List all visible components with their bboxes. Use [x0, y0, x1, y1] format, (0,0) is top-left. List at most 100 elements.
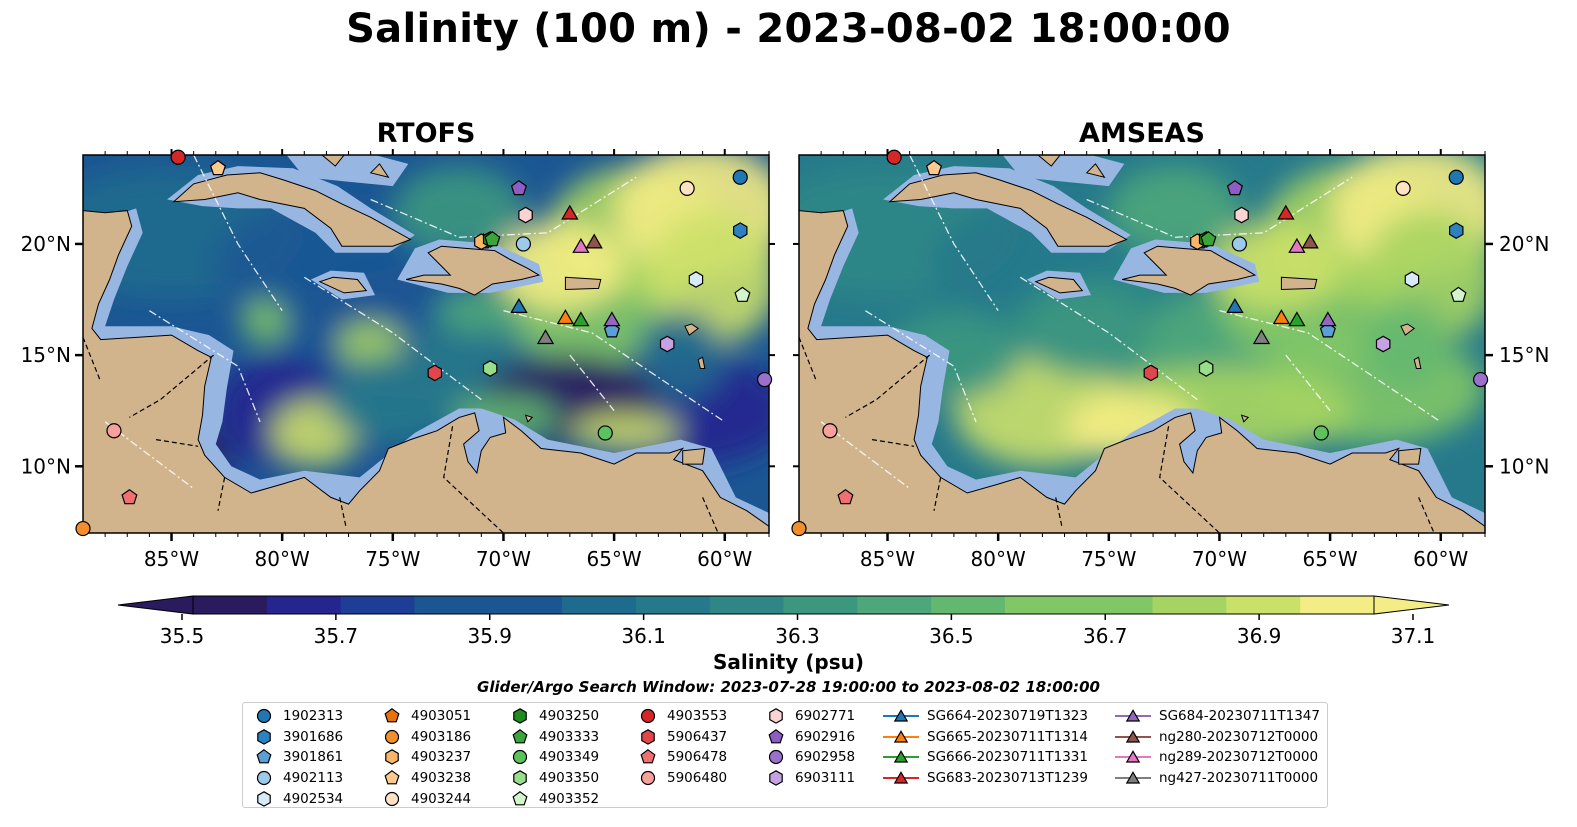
argo-marker-6902958[interactable] [756, 371, 773, 388]
glider-marker-ng280-20230712T0000[interactable] [585, 233, 603, 249]
argo-marker-4902113[interactable] [1231, 236, 1247, 252]
legend-item: 1902313 [253, 706, 343, 727]
argo-marker-5906480[interactable] [822, 423, 838, 439]
lon-tick-label: 75°W [365, 547, 420, 571]
triangle-marker-icon [1115, 729, 1151, 743]
argo-marker-4903333[interactable] [484, 231, 501, 247]
colorbar-tick-label: 37.1 [1390, 624, 1436, 648]
argo-marker-1902313[interactable] [732, 169, 748, 185]
circle-marker-icon [512, 750, 528, 765]
glider-marker-SG666-20230711T1331[interactable] [572, 311, 590, 327]
argo-marker-4903186[interactable] [791, 520, 807, 537]
pentagon-marker-icon [384, 770, 400, 785]
legend-item: 4903186 [381, 727, 471, 748]
argo-marker-5906478[interactable] [837, 488, 854, 505]
colorbar-tick-label: 36.7 [1082, 624, 1128, 648]
argo-marker-6902916[interactable] [1226, 179, 1244, 196]
glider-marker-ng289-20230712T0000[interactable] [1288, 237, 1306, 253]
circle-marker-icon [256, 770, 272, 786]
argo-marker-3901861[interactable] [1319, 322, 1336, 338]
glider-marker-SG683-20230713T1239[interactable] [561, 204, 579, 220]
argo-marker-4903238[interactable] [925, 159, 943, 176]
argo-marker-4903350[interactable] [482, 360, 498, 377]
argo-marker-4903238[interactable] [209, 159, 227, 176]
argo-marker-4903333[interactable] [1200, 231, 1217, 247]
argo-marker-4903553[interactable] [886, 149, 902, 165]
glider-marker-ng289-20230712T0000[interactable] [572, 237, 590, 253]
argo-marker-6902958[interactable] [1472, 371, 1489, 388]
legend-label: 4903352 [539, 790, 600, 807]
legend-item: 4903051 [381, 706, 471, 727]
argo-marker-4903352[interactable] [1450, 286, 1467, 302]
circle-marker-icon [384, 791, 400, 806]
colorbar-label: Salinity (psu) [712, 650, 864, 674]
glider-marker-ng280-20230712T0000[interactable] [1301, 233, 1319, 249]
panel-title-rtofs: RTOFS [376, 118, 476, 149]
legend-label: SG684-20230711T1347 [1159, 708, 1320, 725]
argo-marker-6902771[interactable] [1234, 206, 1249, 224]
circle-marker-icon [384, 729, 400, 744]
argo-marker-4903244[interactable] [1395, 180, 1411, 196]
triangle-marker-icon [883, 771, 919, 784]
glider-marker-SG664-20230719T1323[interactable] [510, 298, 528, 313]
legend-label: 5906478 [667, 749, 728, 766]
legend-label: 6903111 [795, 770, 856, 787]
argo-marker-3901686[interactable] [733, 222, 748, 239]
legend-item: 5906480 [637, 768, 727, 789]
argo-marker-6902916[interactable] [510, 179, 528, 196]
argo-marker-3901861[interactable] [603, 322, 620, 338]
legend-column: 4903250 4903333 4903349 4903350 4903352 [509, 706, 599, 809]
legend-label: ng280-20230712T0000 [1159, 728, 1319, 745]
legend-label: 4903350 [539, 770, 600, 787]
triangle-marker-icon [1115, 750, 1151, 764]
argo-marker-5906480[interactable] [106, 423, 122, 439]
glider-marker-SG684-20230711T1347[interactable] [1319, 311, 1337, 327]
map-panel-amseas: 85°W 80°W 75°W 70°W 65°W 60°W 20°N 15°N 10°N [791, 149, 1549, 571]
glider-marker-SG664-20230719T1323[interactable] [1226, 298, 1244, 313]
argo-marker-5906437[interactable] [427, 364, 443, 382]
colorbar-tick-label: 35.5 [159, 624, 205, 648]
pentagon-marker-icon [512, 728, 528, 744]
argo-marker-4902534[interactable] [1404, 271, 1420, 288]
argo-marker-4903352[interactable] [734, 286, 751, 302]
lon-tick-label: 80°W [255, 547, 310, 571]
lat-tick-label: 10°N [1499, 454, 1549, 478]
argo-marker-6902771[interactable] [518, 206, 533, 224]
argo-marker-4903244[interactable] [679, 180, 695, 196]
glider-marker-SG665-20230711T1314[interactable] [556, 309, 575, 325]
legend-label: 6902916 [795, 728, 856, 745]
glider-marker-SG665-20230711T1314[interactable] [1272, 309, 1291, 325]
legend-label: 6902958 [795, 749, 856, 766]
argo-marker-3901686[interactable] [1449, 222, 1464, 239]
legend-item: 5906437 [637, 727, 727, 748]
argo-marker-4902534[interactable] [688, 271, 704, 288]
legend-item: 6903111 [765, 768, 855, 789]
glider-marker-ng427-20230711T0000[interactable] [1252, 329, 1271, 345]
argo-marker-4903349[interactable] [597, 425, 613, 441]
glider-marker-SG684-20230711T1347[interactable] [603, 311, 621, 327]
legend-item: 5906478 [637, 747, 727, 768]
legend: 1902313 3901686 3901861 4902113 4902534 49030… [242, 702, 1328, 808]
legend-label: 4903250 [539, 708, 600, 725]
colorbar-tick-label: 36.1 [621, 624, 666, 648]
pentagon-marker-icon [256, 749, 272, 764]
colorbar-tick-label: 36.9 [1236, 624, 1282, 648]
argo-marker-4903350[interactable] [1198, 360, 1214, 377]
glider-marker-ng427-20230711T0000[interactable] [536, 329, 555, 345]
argo-marker-5906478[interactable] [121, 488, 138, 505]
colorbar-tick-label: 35.9 [467, 624, 513, 648]
glider-marker-SG666-20230711T1331[interactable] [1288, 311, 1306, 327]
argo-marker-6903111[interactable] [1375, 335, 1391, 353]
argo-marker-4903553[interactable] [170, 149, 186, 165]
argo-marker-6903111[interactable] [659, 335, 675, 353]
legend-item: SG665-20230711T1314 [883, 727, 1088, 748]
triangle-marker-icon [883, 709, 919, 722]
argo-marker-4902113[interactable] [515, 236, 531, 252]
argo-marker-4903349[interactable] [1313, 425, 1329, 441]
map-panel-rtofs: 85°W 80°W 75°W 70°W 65°W 60°W 20°N 15°N 10°N [21, 149, 775, 571]
argo-marker-5906437[interactable] [1143, 364, 1159, 382]
glider-marker-SG683-20230713T1239[interactable] [1277, 204, 1295, 220]
legend-label: 5906437 [667, 728, 728, 745]
argo-marker-4903186[interactable] [75, 520, 91, 537]
argo-marker-1902313[interactable] [1448, 169, 1464, 185]
